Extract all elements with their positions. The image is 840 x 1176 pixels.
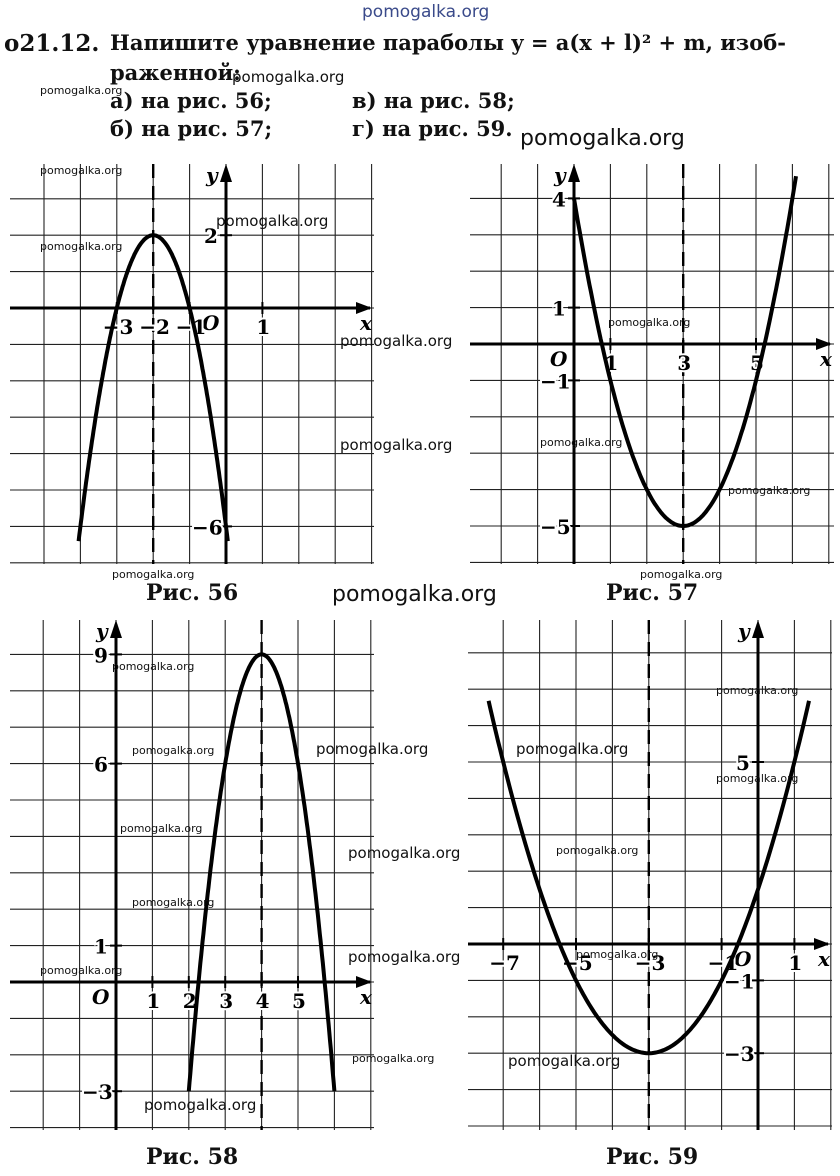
tick-label: −1 <box>724 969 755 993</box>
watermark: pomogalka.org <box>340 436 453 454</box>
watermark: pomogalka.org <box>352 1052 435 1065</box>
tick-label: 3 <box>677 351 691 375</box>
tick-label: −5 <box>540 515 571 539</box>
tick-label: 4 <box>552 187 566 211</box>
watermark: pomogalka.org <box>132 896 215 909</box>
y-axis-arrow <box>752 620 764 638</box>
y-axis-arrow <box>110 620 122 638</box>
watermark: pomogalka.org <box>348 948 461 966</box>
tick-label: 6 <box>94 753 108 777</box>
x-axis-arrow <box>356 302 372 314</box>
watermark: pomogalka.org <box>556 844 639 857</box>
watermark: pomogalka.org <box>40 964 123 977</box>
figure-59: xyO−7 −5 −3 −1 15−1−3 <box>468 619 832 1130</box>
watermark: pomogalka.org <box>716 772 799 785</box>
tick-label: 9 <box>94 643 108 667</box>
caption-fig59: Рис. 59 <box>606 1144 699 1170</box>
x-axis-label: x <box>817 947 831 971</box>
x-axis-label: x <box>359 311 373 335</box>
parabola-curve <box>76 233 230 542</box>
origin-label: O <box>734 947 752 971</box>
watermark: pomogalka.org <box>120 822 203 835</box>
tick-label: −7 <box>489 951 520 975</box>
watermark: pomogalka.org <box>640 568 723 581</box>
watermark: pomogalka.org <box>608 316 691 329</box>
tick-label: 2 <box>204 224 218 248</box>
option-c: в) на рис. 58; <box>352 88 515 113</box>
problem-text-line2: раженной: <box>110 60 241 85</box>
tick-label: −1 <box>176 315 207 339</box>
problem-text-line1: Напишите уравнение параболы y = a(x + l)… <box>110 30 786 55</box>
caption-fig58: Рис. 58 <box>146 1144 239 1170</box>
origin-label: O <box>92 985 110 1009</box>
origin-label: O <box>550 347 568 371</box>
watermark: pomogalka.org <box>112 568 195 581</box>
tick-label: 5 <box>736 751 750 775</box>
watermark: pomogalka.org <box>520 126 685 151</box>
figure-56: x y O −3 −2 −1 1 2 −6 <box>10 163 374 564</box>
watermark: pomogalka.org <box>340 332 453 350</box>
watermark: pomogalka.org <box>40 164 123 177</box>
watermark: pomogalka.org <box>316 740 429 758</box>
x-axis-label: x <box>359 985 373 1009</box>
tick-label: 3 <box>219 989 233 1013</box>
y-axis-label: y <box>553 163 567 187</box>
tick-label: −3 <box>724 1042 755 1066</box>
y-axis-arrow <box>220 164 232 182</box>
watermark: pomogalka.org <box>144 1096 257 1114</box>
problem-number: о21.12. <box>4 30 100 57</box>
tick-label: −1 <box>540 369 571 393</box>
parabola-curve <box>572 175 798 528</box>
tick-label: −1 <box>708 951 739 975</box>
watermark: pomogalka.org <box>132 744 215 757</box>
option-b: б) на рис. 57; <box>110 116 273 141</box>
tick-label: 1 <box>256 315 270 339</box>
tick-label: 1 <box>552 297 566 321</box>
watermark: pomogalka.org <box>216 212 329 230</box>
tick-label: 1 <box>788 951 802 975</box>
x-axis-arrow <box>816 338 832 350</box>
watermark: pomogalka.org <box>540 436 623 449</box>
site-header-link[interactable]: pomogalka.org <box>362 2 490 22</box>
option-a: а) на рис. 56; <box>110 88 272 113</box>
watermark: pomogalka.org <box>348 844 461 862</box>
x-axis-label: x <box>819 347 833 371</box>
y-axis-label: y <box>737 619 751 643</box>
y-axis-label: y <box>95 619 109 643</box>
tick-label: 5 <box>292 989 306 1013</box>
tick-label: −3 <box>103 315 134 339</box>
watermark: pomogalka.org <box>232 68 345 86</box>
origin-label: O <box>202 311 220 335</box>
tick-label: 1 <box>146 989 160 1013</box>
caption-fig56: Рис. 56 <box>146 580 239 606</box>
y-axis-arrow <box>568 164 580 182</box>
option-d: г) на рис. 59. <box>352 116 513 141</box>
tick-label: 4 <box>256 989 270 1013</box>
x-axis-arrow <box>356 976 372 988</box>
watermark: pomogalka.org <box>716 684 799 697</box>
parabola-curve <box>486 700 811 1056</box>
caption-fig57: Рис. 57 <box>606 580 699 606</box>
tick-label: 1 <box>94 935 108 959</box>
watermark: pomogalka.org <box>112 660 195 673</box>
x-axis-arrow <box>814 938 830 950</box>
tick-label: −2 <box>139 315 170 339</box>
watermark: pomogalka.org <box>332 582 497 607</box>
watermark: pomogalka.org <box>40 84 123 97</box>
tick-label: −3 <box>82 1080 113 1104</box>
watermark: pomogalka.org <box>728 484 811 497</box>
watermark: pomogalka.org <box>516 740 629 758</box>
tick-label: −3 <box>635 951 666 975</box>
watermark: pomogalka.org <box>508 1052 621 1070</box>
y-axis-label: y <box>205 163 219 187</box>
tick-label: −6 <box>192 515 223 539</box>
watermark: pomogalka.org <box>40 240 123 253</box>
watermark: pomogalka.org <box>576 948 659 961</box>
parabola-curve <box>186 652 337 1092</box>
